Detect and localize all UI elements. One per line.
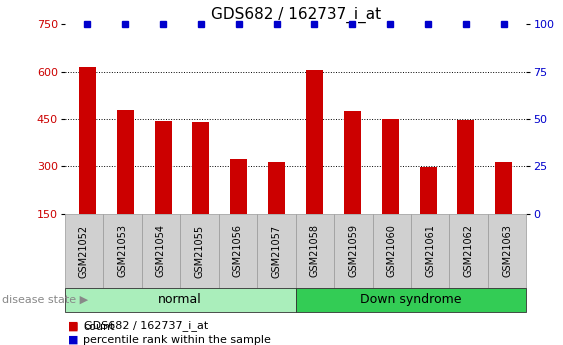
Text: GSM21061: GSM21061	[425, 225, 435, 277]
Bar	[457, 120, 475, 214]
Text: GSM21053: GSM21053	[118, 225, 127, 277]
Bar	[268, 162, 285, 214]
Bar	[155, 121, 172, 214]
Text: ■: ■	[68, 335, 78, 345]
Bar	[117, 109, 134, 214]
Text: Down syndrome: Down syndrome	[360, 293, 462, 306]
Text: GSM21058: GSM21058	[310, 225, 320, 277]
Text: count: count	[83, 322, 115, 332]
Text: ■: ■	[68, 322, 78, 332]
Bar	[344, 111, 361, 214]
Text: GSM21055: GSM21055	[194, 225, 204, 277]
Bar	[306, 70, 323, 214]
Text: GSM21062: GSM21062	[464, 225, 473, 277]
Bar	[495, 162, 512, 214]
Bar	[230, 159, 247, 214]
Text: GSM21052: GSM21052	[79, 225, 89, 277]
Title: GDS682 / 162737_i_at: GDS682 / 162737_i_at	[211, 7, 381, 23]
Text: GSM21056: GSM21056	[233, 225, 243, 277]
Text: ■: ■	[68, 321, 78, 330]
Text: GSM21057: GSM21057	[271, 225, 282, 277]
Bar	[382, 119, 399, 214]
Text: normal: normal	[158, 293, 202, 306]
Text: GSM21060: GSM21060	[387, 225, 397, 277]
Bar	[193, 122, 209, 214]
Text: GSM21054: GSM21054	[156, 225, 166, 277]
Text: GSM21063: GSM21063	[502, 225, 512, 277]
Text: disease state ▶: disease state ▶	[2, 295, 88, 305]
Text: GDS682 / 162737_i_at: GDS682 / 162737_i_at	[84, 320, 209, 331]
Bar	[79, 67, 96, 214]
Text: GSM21059: GSM21059	[348, 225, 358, 277]
Text: percentile rank within the sample: percentile rank within the sample	[83, 335, 271, 345]
Bar	[419, 167, 436, 214]
